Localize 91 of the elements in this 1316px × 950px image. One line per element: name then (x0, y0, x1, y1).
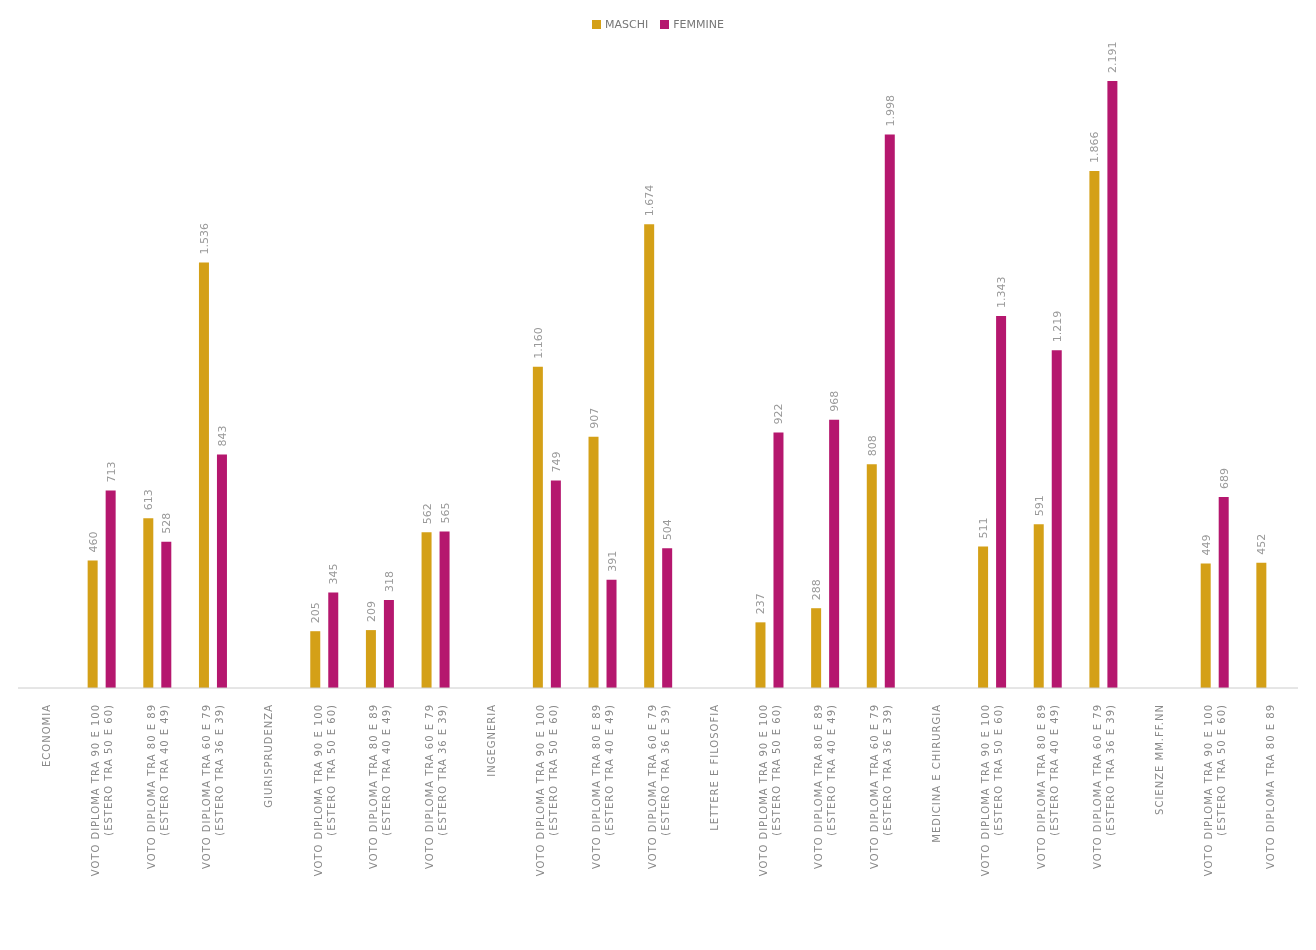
bar (550, 480, 561, 688)
bar (866, 464, 877, 688)
data-label: 1.866 (1088, 131, 1102, 164)
x-tick-label: VOTO DIPLOMA TRA 80 E 89 (ESTERO TRA 40 E 49) (1036, 704, 1061, 869)
data-label: 452 (1255, 533, 1269, 555)
bar (588, 436, 599, 688)
bar (421, 532, 432, 688)
bar (143, 518, 154, 688)
bar (198, 262, 209, 688)
bar (87, 560, 98, 688)
data-label: 562 (420, 503, 434, 525)
data-label: 968 (828, 390, 842, 412)
data-label: 504 (661, 519, 675, 541)
legend-label: MASCHI (605, 18, 649, 31)
data-label: 613 (142, 489, 156, 511)
data-label: 591 (1032, 495, 1046, 517)
data-label: 1.343 (995, 276, 1009, 308)
x-tick-label: VOTO DIPLOMA TRA 90 E 100 (ESTERO TRA 50 E 60) (89, 704, 114, 877)
bar (216, 454, 227, 688)
data-label: 1.536 (197, 222, 211, 255)
bar (365, 630, 376, 688)
bar (1256, 562, 1267, 688)
data-label: 391 (605, 550, 619, 572)
bar (662, 548, 673, 688)
x-tick-label: ECONOMIA (40, 704, 52, 767)
data-label: 713 (104, 461, 118, 483)
bar (1033, 524, 1044, 688)
bar (773, 432, 784, 688)
data-label: 808 (865, 435, 879, 457)
x-tick-label: VOTO DIPLOMA TRA 60 E 79 (ESTERO TRA 36 E 39) (1091, 704, 1116, 869)
bar (383, 599, 394, 688)
bar (755, 622, 766, 688)
x-tick-label: GIURISPRUDENZA (263, 704, 275, 808)
bar (829, 419, 840, 688)
x-tick-label: VOTO DIPLOMA TRA 90 E 100 (ESTERO TRA 50 E 60) (980, 704, 1005, 877)
data-label: 318 (382, 570, 396, 592)
data-label: 565 (438, 502, 452, 524)
bar (1218, 497, 1229, 688)
x-tick-label: VOTO DIPLOMA TRA 90 E 100 (ESTERO TRA 50 E 60) (535, 704, 560, 877)
data-label: 460 (86, 531, 100, 553)
data-label: 528 (160, 512, 174, 534)
x-tick-label: VOTO DIPLOMA TRA 60 E 79 (ESTERO TRA 36 E 39) (869, 704, 894, 869)
data-label: 922 (772, 403, 786, 425)
data-label: 511 (977, 517, 991, 539)
x-tick-label: VOTO DIPLOMA TRA 60 E 79 (ESTERO TRA 36 E 39) (423, 704, 448, 869)
bar (532, 366, 543, 688)
data-label: 843 (215, 425, 229, 447)
data-label: 1.219 (1050, 310, 1064, 343)
bar (1200, 563, 1211, 688)
x-tick-label: VOTO DIPLOMA TRA 60 E 79 (ESTERO TRA 36 E 39) (201, 704, 226, 869)
data-label: 237 (754, 593, 768, 615)
x-tick-label: VOTO DIPLOMA TRA 80 E 89 (ESTERO TRA 40 E 49) (145, 704, 170, 869)
bar (1051, 350, 1062, 688)
x-tick-label: VOTO DIPLOMA TRA 90 E 100 (ESTERO TRA 50 E 60) (312, 704, 337, 877)
x-tick-label: VOTO DIPLOMA TRA 80 E 89 (ESTERO TRA 40 E 49) (590, 704, 615, 869)
x-tick-label: VOTO DIPLOMA TRA 80 E 89 (ESTERO TRA 40 E 49) (813, 704, 838, 869)
x-tick-label: SCIENZE MM.FF.NN (1153, 704, 1165, 815)
x-tick-label: VOTO DIPLOMA TRA 90 E 100 (ESTERO TRA 50 E 60) (757, 704, 782, 877)
data-label: 345 (327, 563, 341, 585)
legend-label: FEMMINE (673, 18, 724, 31)
bar (439, 531, 450, 688)
x-tick-label: LETTERE E FILOSOFIA (708, 704, 720, 831)
x-tick-label: VOTO DIPLOMA TRA 80 E 89 (ESTERO TRA 40 E 49) (368, 704, 393, 869)
data-label: 2.191 (1106, 41, 1120, 73)
bar (644, 224, 655, 688)
bar (310, 631, 321, 688)
data-label: 689 (1217, 468, 1231, 490)
x-tick-label: VOTO DIPLOMA TRA 60 E 79 (ESTERO TRA 36 E 39) (646, 704, 671, 869)
x-tick-label: INGEGNERIA (486, 704, 498, 777)
bar (105, 490, 116, 688)
bar (884, 134, 895, 688)
data-label: 288 (810, 579, 824, 601)
bar (606, 579, 617, 688)
x-tick-label: VOTO DIPLOMA TRA 90 E 100 (ESTERO TRA 50 E 60) (1203, 704, 1228, 877)
x-tick-label: VOTO DIPLOMA TRA 80 E 89 (1265, 704, 1277, 869)
bar (811, 608, 822, 688)
bar (161, 541, 172, 688)
x-tick-label: MEDICINA E CHIRURGIA (931, 704, 943, 843)
bar (978, 546, 989, 688)
data-label: 209 (364, 601, 378, 623)
bar (996, 315, 1007, 688)
data-label: 1.674 (643, 184, 657, 217)
data-label: 1.160 (531, 327, 545, 359)
data-label: 907 (587, 407, 601, 429)
data-label: 749 (549, 451, 563, 473)
data-label: 449 (1199, 534, 1213, 556)
bar (1107, 81, 1118, 688)
bar (1089, 171, 1100, 688)
data-label: 205 (309, 602, 323, 624)
data-label: 1.998 (883, 94, 897, 127)
bar (328, 592, 339, 688)
